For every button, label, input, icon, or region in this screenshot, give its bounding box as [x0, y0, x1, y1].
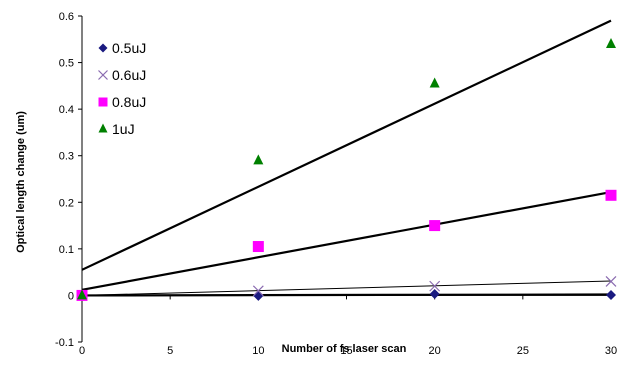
x-tick-label: 10 [252, 345, 264, 357]
point-x [429, 280, 441, 292]
y-tick-label: 0.3 [59, 151, 74, 163]
legend-marker-triangle [98, 123, 108, 133]
trendline-diamond [81, 293, 612, 297]
point-square [605, 189, 617, 201]
legend-label: 0.8uJ [112, 94, 146, 110]
y-tick-label: 0 [68, 290, 74, 302]
trendlines [81, 19, 612, 297]
y-tick-label: -0.1 [55, 337, 74, 349]
legend-marker-x [98, 70, 108, 80]
point-x-stroke [429, 280, 441, 292]
point-triangle [606, 37, 616, 48]
x-tick-label: 15 [340, 345, 352, 357]
point-square [252, 241, 264, 253]
legend-label: 0.6uJ [112, 67, 146, 83]
trendline-x [81, 280, 612, 296]
point-triangle [253, 154, 264, 165]
point-diamond [253, 290, 264, 301]
x-tick-label: 25 [517, 345, 529, 357]
trendline-triangle [81, 19, 612, 271]
y-tick-label: 0.2 [59, 197, 74, 209]
data-points [76, 37, 617, 301]
x-tick-label: 20 [429, 345, 441, 357]
x-axis-title: Number of fs laser scan [282, 343, 407, 355]
point-triangle [429, 77, 440, 88]
y-tick-label: 0.6 [59, 11, 74, 23]
x-tick-label: 30 [605, 345, 617, 357]
point-triangle [77, 289, 87, 300]
y-tick-label: 0.4 [59, 104, 74, 116]
point-x [605, 276, 617, 287]
x-tick-label: 0 [79, 345, 85, 357]
x-tick-label: 5 [167, 345, 173, 357]
y-axis-ticks: -0.1 0 0.1 0.2 0.3 0.4 0.5 0.6 [55, 11, 82, 349]
legend-marker-x-stroke [98, 70, 108, 80]
point-diamond [606, 289, 616, 300]
point-square [429, 220, 441, 232]
y-tick-label: 0.5 [59, 58, 74, 70]
legend-label: 0.5uJ [112, 40, 146, 56]
legend-marker-square [98, 97, 108, 107]
legend: 0.5uJ 0.6uJ 0.8uJ 1uJ [98, 40, 146, 137]
point-x-stroke [252, 285, 264, 297]
trendline-square [81, 190, 612, 291]
legend-label: 1uJ [112, 121, 135, 137]
y-tick-label: 0.1 [59, 244, 74, 256]
point-diamond [429, 289, 440, 300]
legend-marker-diamond [98, 43, 108, 53]
y-axis-title: Optical length change (um) [15, 111, 27, 253]
point-x [252, 285, 264, 297]
point-x-stroke [605, 276, 617, 287]
